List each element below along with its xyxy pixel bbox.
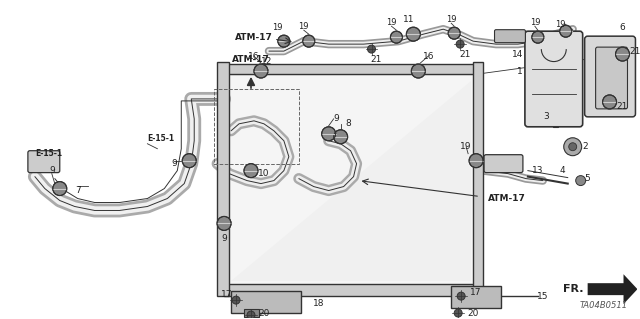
Text: 2: 2 <box>583 142 588 151</box>
Circle shape <box>576 175 586 186</box>
Circle shape <box>456 40 464 48</box>
Circle shape <box>322 127 335 141</box>
Text: 10: 10 <box>258 169 269 178</box>
Text: 14: 14 <box>512 49 524 59</box>
Circle shape <box>560 25 572 37</box>
Text: 20: 20 <box>467 308 479 317</box>
Text: 19: 19 <box>556 20 566 29</box>
Text: 7: 7 <box>75 186 81 195</box>
Circle shape <box>247 311 255 319</box>
Text: 9: 9 <box>49 166 54 175</box>
FancyBboxPatch shape <box>525 31 582 127</box>
Polygon shape <box>231 81 471 281</box>
FancyBboxPatch shape <box>596 47 627 109</box>
Text: E-15-1: E-15-1 <box>35 149 62 158</box>
Circle shape <box>217 217 231 230</box>
Circle shape <box>278 35 290 47</box>
Bar <box>451 286 501 308</box>
Text: 9: 9 <box>334 114 340 123</box>
Circle shape <box>532 31 544 43</box>
Text: 12: 12 <box>261 56 273 66</box>
Text: ATM-17: ATM-17 <box>235 33 273 42</box>
Text: 19: 19 <box>446 15 456 24</box>
Polygon shape <box>588 274 637 304</box>
Text: 20: 20 <box>259 308 269 317</box>
Text: 17: 17 <box>221 290 233 299</box>
Bar <box>224 64 478 74</box>
Circle shape <box>303 35 315 47</box>
Bar <box>217 62 229 296</box>
FancyBboxPatch shape <box>28 151 60 173</box>
Text: 6: 6 <box>620 23 625 32</box>
Text: 19: 19 <box>386 18 397 27</box>
Circle shape <box>232 296 240 304</box>
Circle shape <box>569 143 577 151</box>
Bar <box>224 284 478 296</box>
Text: 4: 4 <box>560 166 566 175</box>
Circle shape <box>333 130 348 144</box>
Text: 1: 1 <box>517 67 523 76</box>
Text: 19: 19 <box>460 142 472 151</box>
Text: 19: 19 <box>271 23 282 32</box>
FancyBboxPatch shape <box>585 36 636 117</box>
Text: 9: 9 <box>172 159 177 168</box>
Bar <box>244 309 259 317</box>
Circle shape <box>448 27 460 39</box>
Circle shape <box>412 64 426 78</box>
FancyBboxPatch shape <box>495 30 525 43</box>
Text: 21: 21 <box>460 49 471 59</box>
Text: 16: 16 <box>248 52 260 61</box>
Text: 19: 19 <box>298 22 309 31</box>
Text: 13: 13 <box>532 166 543 175</box>
Polygon shape <box>231 81 471 281</box>
Bar <box>473 62 483 296</box>
Text: ATM-17: ATM-17 <box>488 194 526 203</box>
FancyBboxPatch shape <box>484 155 523 173</box>
Circle shape <box>367 45 376 53</box>
Circle shape <box>616 47 630 61</box>
Text: TA04B0511: TA04B0511 <box>579 301 627 310</box>
Circle shape <box>469 154 483 168</box>
Text: 19: 19 <box>530 18 540 27</box>
Text: 3: 3 <box>543 112 548 121</box>
Text: 5: 5 <box>585 174 591 183</box>
Text: ATM-17: ATM-17 <box>232 55 270 63</box>
Text: E-15-1: E-15-1 <box>147 134 175 143</box>
Text: 8: 8 <box>346 119 351 128</box>
Circle shape <box>454 309 462 317</box>
Text: FR.: FR. <box>563 284 584 294</box>
Circle shape <box>457 292 465 300</box>
Circle shape <box>603 95 616 109</box>
Text: 21: 21 <box>630 47 640 56</box>
Bar <box>231 291 301 313</box>
Text: 9: 9 <box>221 234 227 243</box>
Text: 21: 21 <box>617 102 628 111</box>
Circle shape <box>564 138 582 156</box>
Circle shape <box>244 164 258 178</box>
Bar <box>214 89 299 164</box>
Circle shape <box>52 182 67 196</box>
Polygon shape <box>224 74 478 288</box>
Circle shape <box>390 31 403 43</box>
Text: 17: 17 <box>470 288 482 297</box>
Circle shape <box>254 64 268 78</box>
Bar <box>553 99 558 127</box>
Text: 18: 18 <box>313 299 324 308</box>
Text: 11: 11 <box>403 15 414 24</box>
Text: 21: 21 <box>371 55 382 63</box>
Circle shape <box>182 154 196 168</box>
Circle shape <box>406 27 420 41</box>
Text: 16: 16 <box>422 52 434 61</box>
Text: 15: 15 <box>537 292 548 300</box>
